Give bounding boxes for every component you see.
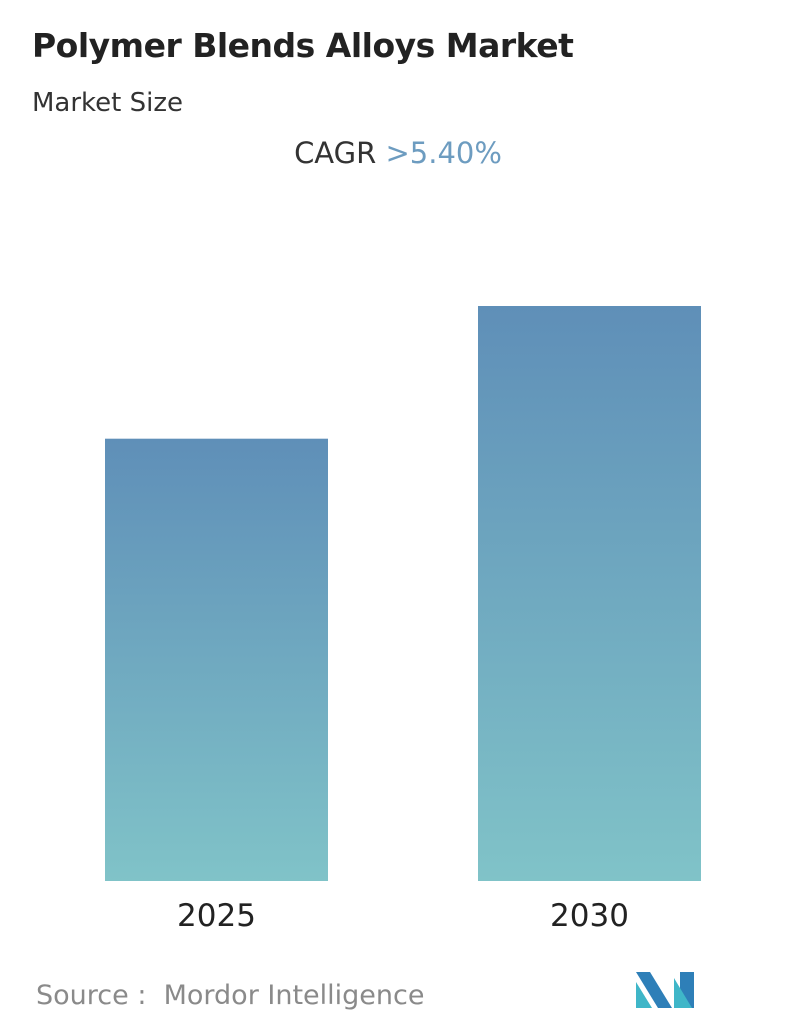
bar-chart: 2025 2030 <box>105 306 701 934</box>
chart-title: Polymer Blends Alloys Market <box>32 26 574 65</box>
cagr-text: CAGR <box>294 136 377 170</box>
mordor-logo-icon <box>636 972 694 1008</box>
x-tick-label: 2030 <box>550 898 629 934</box>
source-name: Mordor Intelligence <box>163 980 425 1011</box>
source-note: Source : Mordor Intelligence <box>36 980 424 1011</box>
bar-2025 <box>105 438 328 881</box>
source-label: Source : <box>36 980 147 1011</box>
x-tick-label: 2025 <box>177 898 256 934</box>
cagr-label: CAGR >5.40% <box>0 136 796 170</box>
cagr-value: >5.40% <box>385 136 502 170</box>
bar-2030 <box>478 306 701 881</box>
chart-subtitle: Market Size <box>32 88 184 118</box>
